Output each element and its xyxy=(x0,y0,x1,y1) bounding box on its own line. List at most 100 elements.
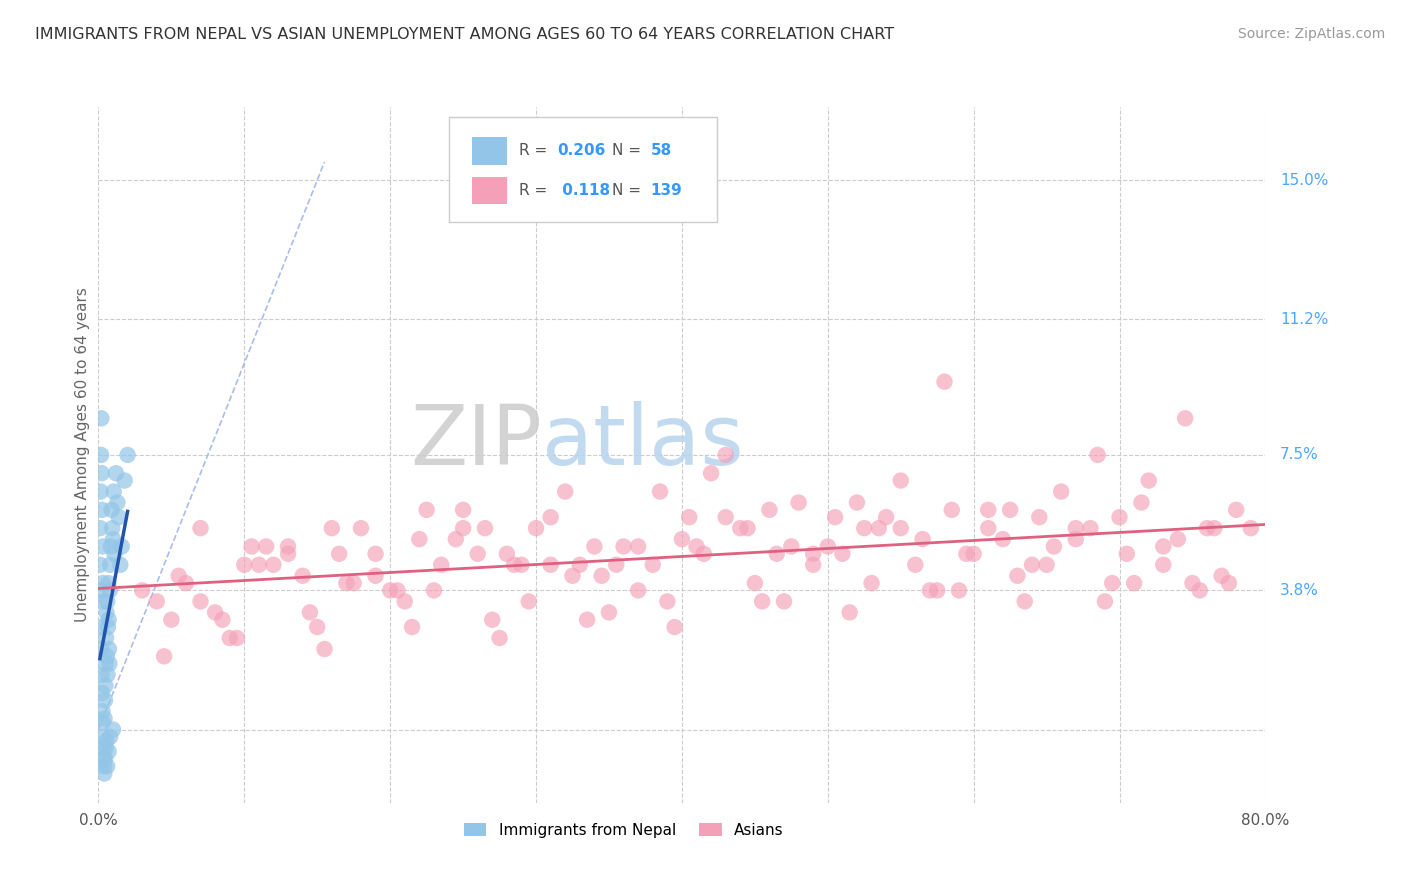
Point xyxy=(605,558,627,572)
Point xyxy=(998,503,1021,517)
Point xyxy=(1050,484,1073,499)
Point xyxy=(226,631,249,645)
Point xyxy=(314,642,336,657)
Point xyxy=(110,558,132,572)
Point xyxy=(328,547,350,561)
Legend: Immigrants from Nepal, Asians: Immigrants from Nepal, Asians xyxy=(457,816,790,844)
Point xyxy=(104,467,127,481)
Point xyxy=(1123,576,1146,591)
Point xyxy=(97,642,120,657)
Point xyxy=(1240,521,1263,535)
Point xyxy=(1028,510,1050,524)
Point xyxy=(1064,521,1087,535)
Point xyxy=(335,576,357,591)
Point xyxy=(277,540,299,554)
Point xyxy=(91,715,114,730)
Point xyxy=(1130,495,1153,509)
Point xyxy=(94,740,117,755)
Text: 0.118: 0.118 xyxy=(557,183,610,198)
Point xyxy=(100,503,122,517)
Point xyxy=(96,649,118,664)
Point xyxy=(524,521,547,535)
Point xyxy=(648,484,671,499)
Point xyxy=(540,558,562,572)
Point xyxy=(247,558,270,572)
Point xyxy=(90,411,112,425)
Point xyxy=(90,467,112,481)
Point xyxy=(97,576,120,591)
Text: N =: N = xyxy=(612,144,645,159)
Point xyxy=(1043,540,1066,554)
Point xyxy=(98,583,121,598)
Point xyxy=(860,576,883,591)
Text: ZIP: ZIP xyxy=(411,401,541,482)
Point xyxy=(685,540,707,554)
Point xyxy=(291,568,314,582)
Point xyxy=(801,558,824,572)
Point xyxy=(1152,558,1174,572)
FancyBboxPatch shape xyxy=(449,118,717,222)
Point xyxy=(96,667,118,681)
Point xyxy=(700,467,723,481)
Point xyxy=(90,448,112,462)
Point xyxy=(868,521,890,535)
Point xyxy=(765,547,787,561)
Text: 3.8%: 3.8% xyxy=(1279,582,1319,598)
Point xyxy=(451,503,474,517)
Point xyxy=(481,613,503,627)
Point xyxy=(904,558,927,572)
Point xyxy=(838,606,860,620)
Point xyxy=(853,521,876,535)
Point xyxy=(627,540,650,554)
Point xyxy=(657,594,679,608)
Point xyxy=(598,606,620,620)
Point xyxy=(744,576,766,591)
Point xyxy=(401,620,423,634)
Point xyxy=(98,657,121,671)
Point xyxy=(962,547,984,561)
Point xyxy=(97,613,120,627)
Text: R =: R = xyxy=(519,144,551,159)
Point xyxy=(641,558,664,572)
Point xyxy=(93,759,115,773)
Point xyxy=(98,730,121,744)
Point xyxy=(103,547,125,561)
Point xyxy=(714,448,737,462)
Point xyxy=(111,540,134,554)
Point xyxy=(1014,594,1036,608)
Point xyxy=(977,521,1000,535)
Point xyxy=(948,583,970,598)
Text: 58: 58 xyxy=(651,144,672,159)
Point xyxy=(93,740,115,755)
Point xyxy=(1108,510,1130,524)
Point xyxy=(218,631,240,645)
Point xyxy=(627,583,650,598)
Point xyxy=(89,558,111,572)
Point xyxy=(758,503,780,517)
Point xyxy=(583,540,606,554)
Point xyxy=(298,606,321,620)
Point xyxy=(263,558,285,572)
Point xyxy=(941,503,963,517)
Point xyxy=(131,583,153,598)
Point xyxy=(100,540,122,554)
Point xyxy=(780,540,803,554)
Point xyxy=(96,606,118,620)
Point xyxy=(1064,532,1087,546)
Text: 15.0%: 15.0% xyxy=(1279,173,1329,188)
Point xyxy=(613,540,636,554)
Y-axis label: Unemployment Among Ages 60 to 64 years: Unemployment Among Ages 60 to 64 years xyxy=(75,287,90,623)
Text: R =: R = xyxy=(519,183,551,198)
Point xyxy=(576,613,599,627)
Point xyxy=(96,759,118,773)
Point xyxy=(94,679,117,693)
Point xyxy=(1211,568,1233,582)
Point xyxy=(101,723,124,737)
Point xyxy=(96,733,118,747)
Point xyxy=(496,547,519,561)
Point xyxy=(714,510,737,524)
FancyBboxPatch shape xyxy=(472,137,508,165)
Point xyxy=(824,510,846,524)
Point xyxy=(94,657,117,671)
Point xyxy=(321,521,343,535)
